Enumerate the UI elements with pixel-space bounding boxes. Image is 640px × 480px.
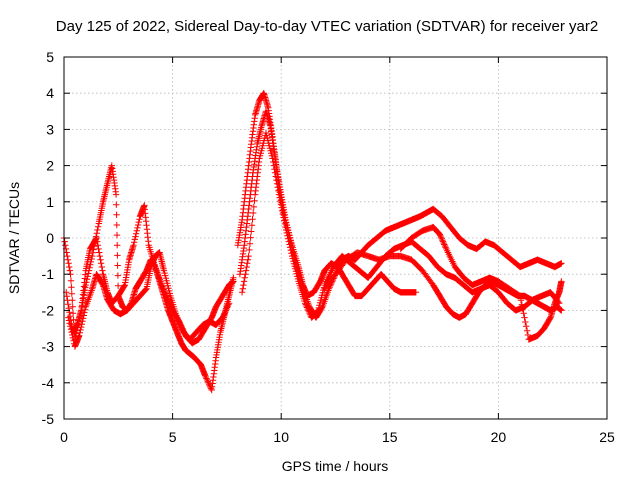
y-tick-label: 0 [46, 230, 54, 246]
y-tick-label: -2 [42, 302, 55, 318]
series-track-c [65, 249, 233, 350]
y-tick-label: 5 [46, 49, 54, 65]
x-axis-label: GPS time / hours [282, 458, 389, 474]
series-marker-path [65, 249, 233, 350]
x-tick-label: 5 [169, 429, 177, 445]
y-axis-label: SDTVAR / TECUs [6, 182, 22, 294]
y-tick-label: 4 [46, 85, 54, 101]
x-tick-label: 0 [60, 429, 68, 445]
y-tick-label: 2 [46, 158, 54, 174]
y-tick-label: 3 [46, 121, 54, 137]
y-tick-label: -4 [42, 375, 55, 391]
x-tick-label: 15 [382, 429, 398, 445]
grid-lines [64, 57, 607, 419]
x-tick-label: 25 [599, 429, 615, 445]
data-points [60, 90, 565, 394]
y-tick-label: -3 [42, 339, 55, 355]
axis-ticks: 0 5 10 15 20 25 -5 -4 -3 -2 -1 0 1 2 3 4 5 [42, 49, 615, 445]
x-tick-label: 10 [273, 429, 289, 445]
y-tick-label: -5 [42, 411, 55, 427]
x-tick-label: 20 [491, 429, 507, 445]
chart-title: Day 125 of 2022, Sidereal Day-to-day VTE… [56, 18, 598, 35]
y-tick-label: 1 [46, 194, 54, 210]
series-marker-path [397, 223, 565, 343]
series-track-h [397, 223, 565, 343]
y-tick-label: -1 [42, 266, 55, 282]
